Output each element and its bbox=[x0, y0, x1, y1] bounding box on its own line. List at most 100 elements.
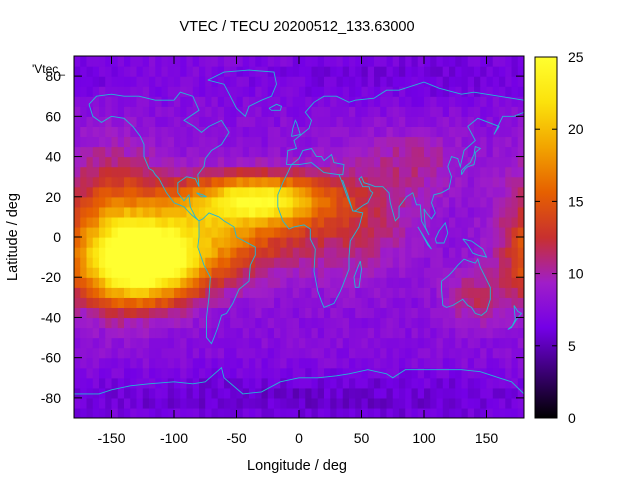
heatmap-cell bbox=[367, 357, 375, 369]
heatmap-cell bbox=[86, 357, 94, 369]
heatmap-cell bbox=[174, 226, 181, 238]
heatmap-cell bbox=[105, 397, 113, 409]
heatmap-cell bbox=[361, 76, 369, 87]
heatmap-cell bbox=[374, 277, 381, 288]
heatmap-cell bbox=[161, 196, 169, 208]
heatmap-cell bbox=[117, 377, 125, 389]
heatmap-cell bbox=[230, 277, 238, 288]
heatmap-cell bbox=[167, 287, 175, 298]
heatmap-cell bbox=[417, 146, 425, 158]
heatmap-cell bbox=[467, 267, 475, 278]
heatmap-cell bbox=[480, 327, 488, 339]
heatmap-cell bbox=[80, 66, 88, 77]
heatmap-cell bbox=[299, 377, 306, 389]
heatmap-cell bbox=[517, 66, 524, 77]
heatmap-cell bbox=[161, 76, 169, 87]
heatmap-cell bbox=[286, 297, 294, 308]
heatmap-cell bbox=[424, 66, 431, 77]
heatmap-cell bbox=[74, 327, 81, 339]
heatmap-cell bbox=[99, 297, 106, 308]
heatmap-cell bbox=[230, 76, 238, 87]
heatmap-cell bbox=[236, 337, 244, 349]
heatmap-cell bbox=[349, 166, 356, 178]
heatmap-cell bbox=[392, 166, 400, 178]
heatmap-cell bbox=[405, 206, 413, 218]
heatmap-cell bbox=[342, 347, 350, 359]
colorbar-tick-label: 5 bbox=[568, 338, 576, 354]
heatmap-cell bbox=[311, 116, 319, 127]
heatmap-cell bbox=[505, 156, 513, 168]
heatmap-cell bbox=[511, 156, 519, 168]
heatmap-cell bbox=[192, 387, 200, 399]
heatmap-cell bbox=[211, 136, 219, 148]
heatmap-cell bbox=[130, 237, 138, 248]
heatmap-cell bbox=[480, 267, 488, 278]
heatmap-cell bbox=[424, 407, 431, 418]
heatmap-cell bbox=[480, 186, 488, 198]
heatmap-cell bbox=[280, 357, 288, 369]
heatmap-cell bbox=[249, 357, 256, 369]
heatmap-cell bbox=[255, 166, 263, 178]
heatmap-cell bbox=[86, 136, 94, 148]
heatmap-cell bbox=[267, 146, 275, 158]
heatmap-cell bbox=[392, 176, 400, 188]
heatmap-cell bbox=[355, 387, 363, 399]
heatmap-cell bbox=[255, 357, 263, 369]
heatmap-cell bbox=[467, 347, 475, 359]
heatmap-cell bbox=[424, 126, 431, 138]
heatmap-cell bbox=[467, 156, 475, 168]
heatmap-cell bbox=[486, 407, 494, 418]
heatmap-cell bbox=[349, 176, 356, 188]
heatmap-cell bbox=[449, 357, 456, 369]
heatmap-cell bbox=[167, 206, 175, 218]
heatmap-cell bbox=[136, 206, 144, 218]
heatmap-cell bbox=[249, 367, 256, 379]
heatmap-cell bbox=[199, 156, 206, 168]
heatmap-cell bbox=[142, 186, 150, 198]
heatmap-cell bbox=[155, 267, 163, 278]
heatmap-cell bbox=[299, 317, 306, 329]
heatmap-cell bbox=[192, 76, 200, 87]
heatmap-cell bbox=[480, 257, 488, 268]
heatmap-cell bbox=[380, 257, 388, 268]
heatmap-cell bbox=[130, 76, 138, 87]
heatmap-cell bbox=[449, 126, 456, 138]
heatmap-cell bbox=[474, 367, 481, 379]
heatmap-cell bbox=[455, 247, 463, 258]
heatmap-cell bbox=[92, 407, 100, 418]
heatmap-cell bbox=[192, 96, 200, 107]
heatmap-cell bbox=[230, 267, 238, 278]
heatmap-cell bbox=[267, 407, 275, 418]
heatmap-cell bbox=[486, 216, 494, 228]
heatmap-cell bbox=[474, 76, 481, 87]
coastline-path bbox=[507, 305, 523, 330]
heatmap-cell bbox=[330, 347, 338, 359]
heatmap-cell bbox=[336, 267, 344, 278]
heatmap-cell bbox=[149, 267, 156, 278]
heatmap-cell bbox=[111, 166, 119, 178]
heatmap-cell bbox=[317, 327, 325, 339]
heatmap-cell bbox=[305, 377, 313, 389]
heatmap-cell bbox=[205, 56, 213, 67]
heatmap-cell bbox=[174, 297, 181, 308]
heatmap-cell bbox=[117, 407, 125, 418]
heatmap-cell bbox=[142, 86, 150, 97]
heatmap-cell bbox=[205, 86, 213, 97]
heatmap-cell bbox=[467, 327, 475, 339]
heatmap-cell bbox=[174, 206, 181, 218]
heatmap-cell bbox=[130, 367, 138, 379]
heatmap-cell bbox=[399, 166, 406, 178]
heatmap-cell bbox=[136, 397, 144, 409]
heatmap-cell bbox=[74, 116, 81, 127]
heatmap-cell bbox=[124, 407, 131, 418]
heatmap-cell bbox=[174, 136, 181, 148]
heatmap-cell bbox=[217, 186, 225, 198]
heatmap-cell bbox=[255, 126, 263, 138]
heatmap-cell bbox=[155, 136, 163, 148]
heatmap-cell bbox=[124, 206, 131, 218]
heatmap-cell bbox=[342, 397, 350, 409]
heatmap-cell bbox=[374, 337, 381, 349]
heatmap-cell bbox=[311, 66, 319, 77]
heatmap-cell bbox=[380, 176, 388, 188]
heatmap-cell bbox=[430, 106, 438, 117]
